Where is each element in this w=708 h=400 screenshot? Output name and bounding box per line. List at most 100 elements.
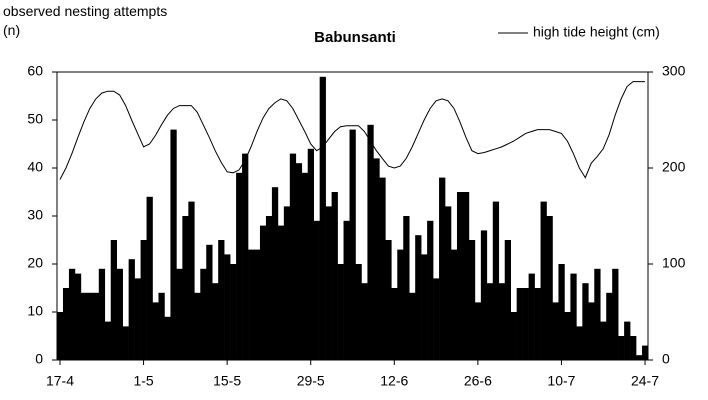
- bar: [164, 316, 171, 360]
- bar: [594, 268, 601, 360]
- bar: [170, 129, 177, 360]
- bar: [630, 336, 637, 360]
- bar: [445, 206, 452, 360]
- bar: [624, 321, 631, 360]
- bar: [254, 249, 261, 360]
- bar: [415, 235, 422, 360]
- x-tick-label: 17-4: [46, 373, 74, 389]
- bar: [480, 230, 488, 360]
- bar: [122, 326, 129, 360]
- chart-title: Babunsanti: [314, 29, 396, 46]
- bar: [642, 345, 649, 360]
- bar: [468, 240, 476, 360]
- bar: [218, 240, 225, 360]
- bar: [504, 240, 511, 360]
- bar: [98, 268, 106, 360]
- bar: [259, 225, 267, 360]
- legend-label: high tide height (cm): [533, 24, 660, 40]
- bar: [564, 312, 571, 360]
- x-tick-label: 24-7: [631, 373, 659, 389]
- bar: [230, 264, 237, 360]
- y2-tick-label: 300: [662, 63, 686, 79]
- bar: [337, 264, 344, 360]
- bar: [492, 201, 500, 360]
- bar: [600, 321, 607, 360]
- bar: [510, 312, 517, 360]
- bar: [582, 283, 589, 360]
- bar: [439, 177, 446, 360]
- bar: [134, 278, 141, 360]
- bar: [176, 268, 183, 360]
- bar: [301, 172, 309, 360]
- y-tick-label: 60: [27, 63, 43, 79]
- bar: [188, 201, 195, 360]
- bar: [92, 292, 100, 360]
- bar: [194, 292, 201, 360]
- x-tick-label: 15-5: [213, 373, 241, 389]
- y-tick-label: 10: [27, 303, 43, 319]
- y-tick-label: 0: [35, 351, 43, 367]
- bar: [367, 124, 374, 360]
- bar: [200, 268, 207, 360]
- y-tick-label: 20: [27, 255, 43, 271]
- bar: [140, 240, 147, 360]
- bar: [474, 302, 482, 360]
- bar: [331, 192, 338, 360]
- y2-tick-label: 0: [662, 351, 670, 367]
- bar: [212, 283, 219, 360]
- y-tick-label: 50: [27, 111, 43, 127]
- bar: [361, 283, 368, 360]
- bar: [385, 240, 392, 360]
- bar: [158, 292, 165, 360]
- bar: [522, 288, 529, 360]
- bar: [552, 302, 559, 360]
- bar: [128, 259, 135, 360]
- bar: [206, 244, 213, 360]
- bar: [283, 206, 291, 360]
- y-tick-label: 40: [27, 159, 43, 175]
- bar: [325, 206, 332, 360]
- bar: [534, 288, 541, 360]
- tide-line: [59, 81, 646, 180]
- bar: [373, 158, 380, 360]
- x-tick-label: 29-5: [297, 373, 325, 389]
- x-tick-label: 1-5: [133, 373, 153, 389]
- bar: [612, 268, 619, 360]
- bar: [462, 192, 470, 360]
- bar: [289, 153, 297, 360]
- bar: [409, 292, 416, 360]
- bar: [86, 292, 94, 360]
- bar: [74, 273, 82, 360]
- bar: [349, 129, 356, 360]
- plot-frame: [56, 71, 649, 361]
- y2-tick-label: 200: [662, 159, 686, 175]
- bar: [451, 249, 458, 360]
- bar: [576, 326, 583, 360]
- bar: [110, 240, 117, 360]
- bar: [104, 321, 112, 360]
- bar: [146, 196, 153, 360]
- bar: [236, 172, 243, 360]
- y-tick-label: 30: [27, 207, 43, 223]
- bar: [116, 268, 123, 360]
- bar: [528, 273, 535, 360]
- x-tick-label: 10-7: [547, 373, 575, 389]
- bar: [68, 268, 76, 360]
- bar: [421, 254, 428, 360]
- bar: [355, 264, 362, 360]
- bar: [433, 278, 440, 360]
- bar: [618, 336, 625, 360]
- bar: [57, 312, 64, 360]
- bar: [62, 288, 70, 360]
- bar: [588, 302, 595, 360]
- bar: [558, 264, 565, 360]
- bar: [391, 288, 398, 360]
- x-tick-label: 12-6: [380, 373, 408, 389]
- bar: [277, 225, 285, 360]
- bar: [516, 288, 523, 360]
- bar: [319, 76, 326, 361]
- bar: [546, 216, 553, 360]
- y-axis-title: observed nesting attempts (n): [3, 3, 168, 38]
